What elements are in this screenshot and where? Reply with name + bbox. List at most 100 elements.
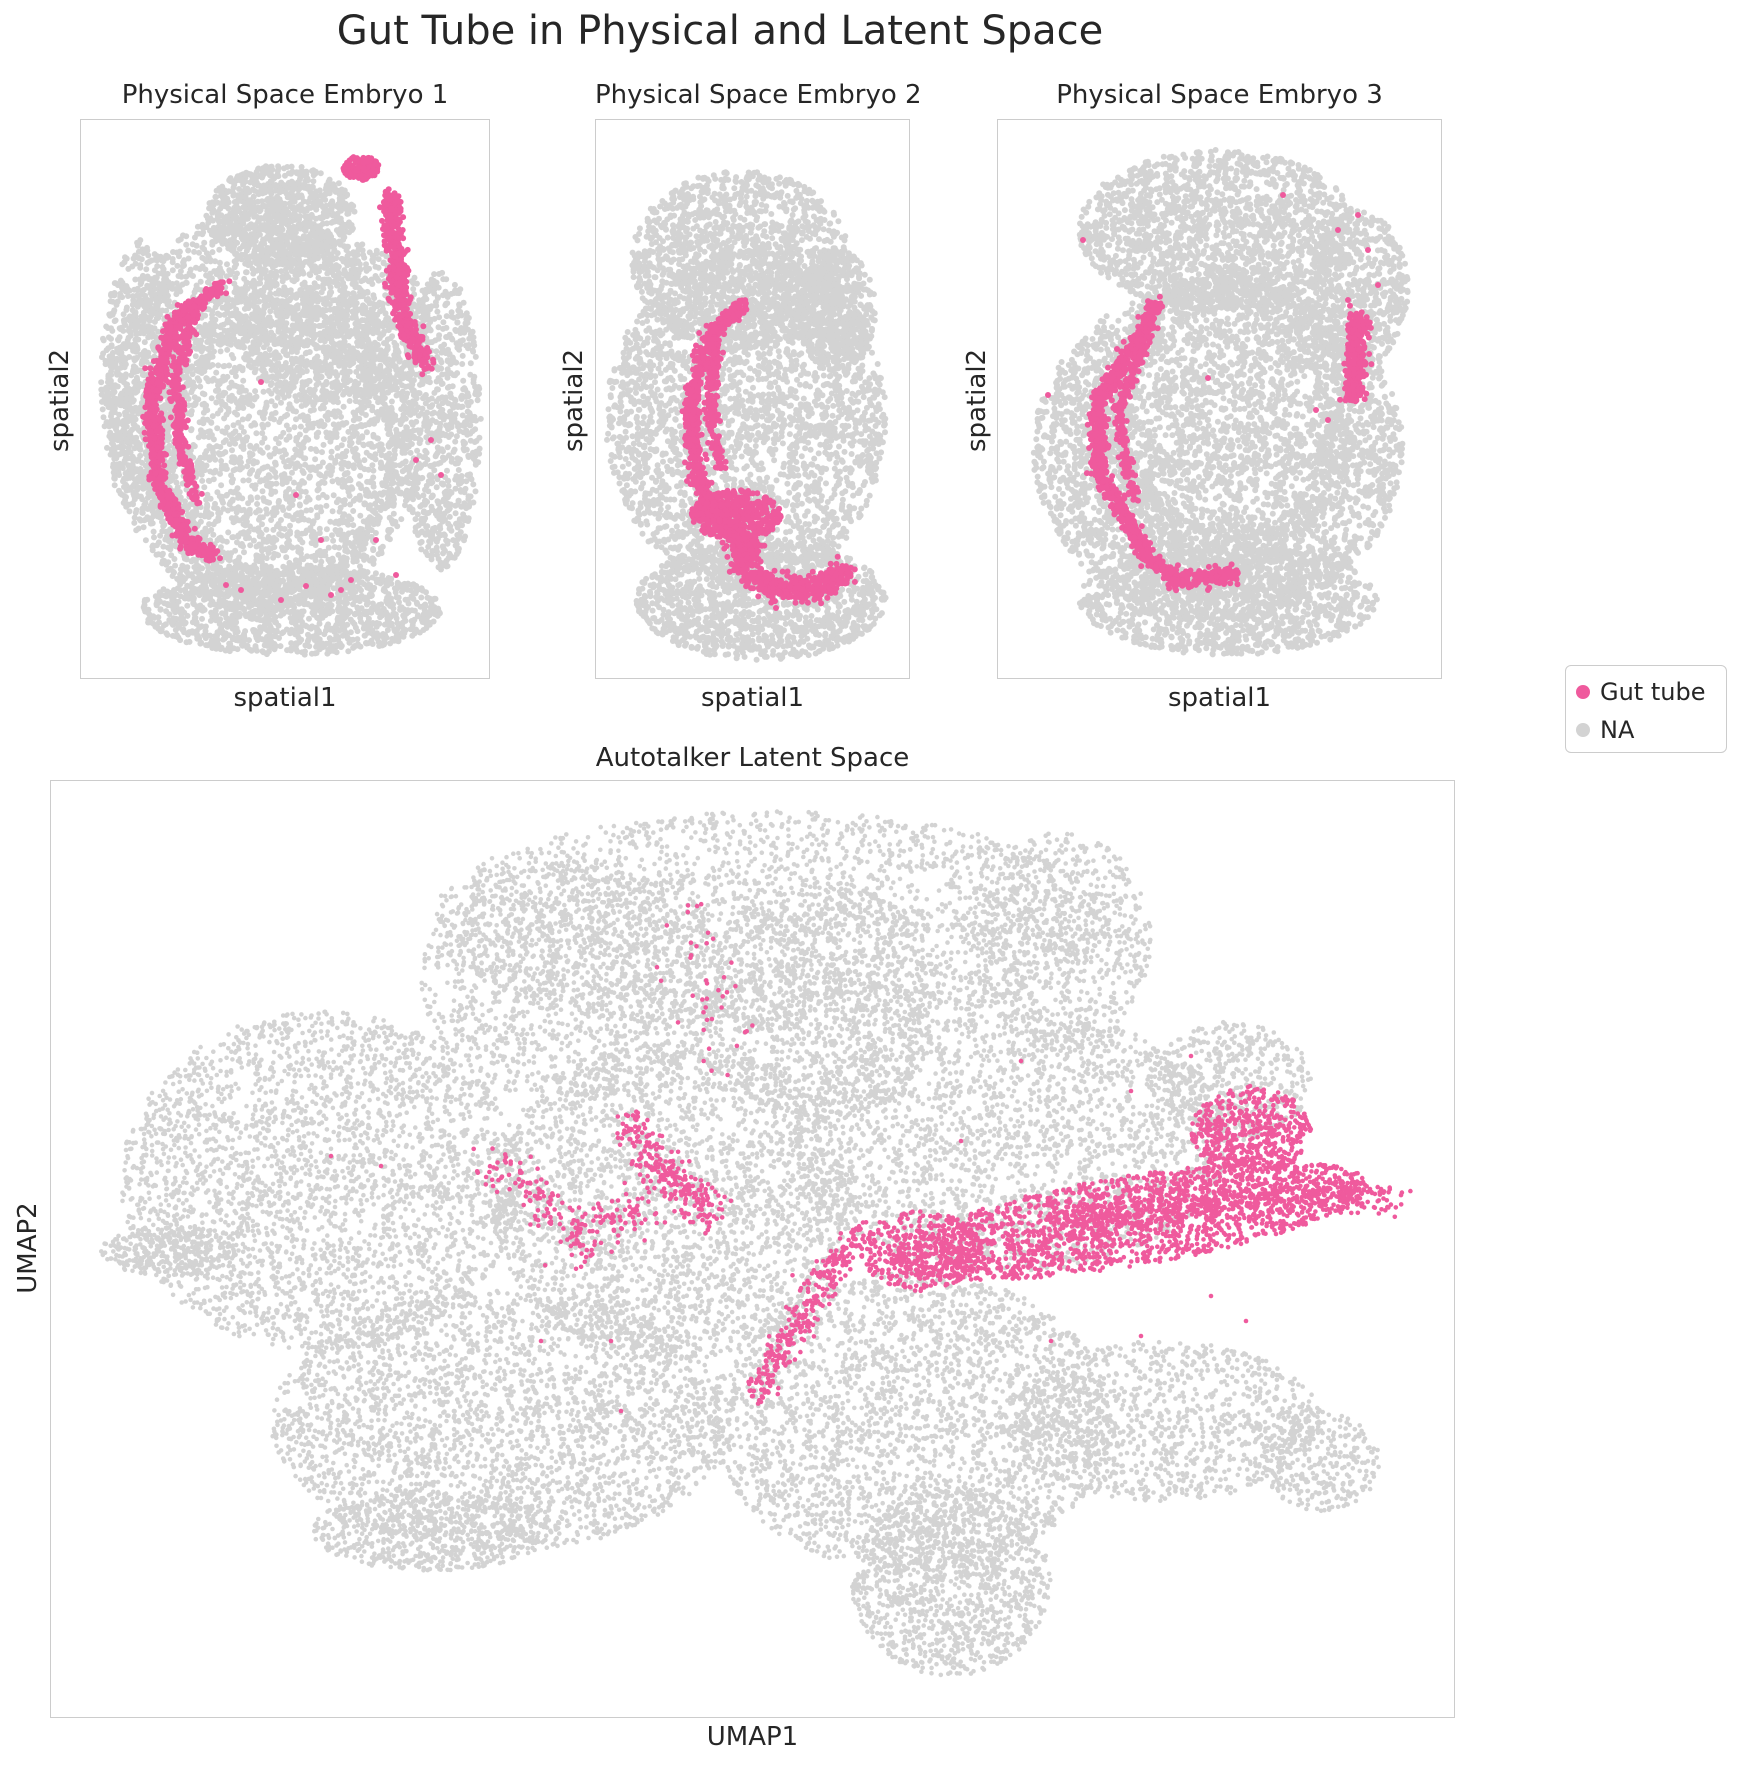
na-point (266, 452, 273, 459)
na-point (278, 532, 285, 539)
na-point (194, 223, 201, 230)
na-point (226, 384, 233, 391)
na-point (341, 234, 348, 241)
na-point (263, 555, 270, 562)
na-point (300, 470, 307, 476)
na-point (265, 245, 272, 252)
na-point (410, 286, 417, 292)
na-point (282, 492, 289, 498)
na-point (252, 388, 259, 395)
na-point (338, 413, 344, 420)
na-point (283, 422, 290, 429)
na-point (370, 483, 377, 490)
na-point (235, 419, 242, 426)
na-point (302, 251, 309, 258)
na-point (341, 243, 347, 250)
na-point (155, 539, 162, 546)
na-point (296, 169, 303, 176)
na-point (245, 351, 252, 358)
na-point (207, 258, 214, 265)
na-point (276, 497, 282, 504)
na-point (233, 227, 240, 234)
na-point (208, 231, 215, 238)
na-point (374, 435, 381, 442)
na-point (307, 204, 314, 211)
na-point (376, 443, 382, 450)
na-point (231, 395, 238, 402)
na-point (299, 369, 306, 376)
na-point (330, 181, 337, 188)
na-point (360, 442, 367, 449)
na-point (281, 447, 288, 454)
na-point (253, 557, 260, 564)
na-point (337, 353, 344, 359)
na-point (329, 508, 336, 515)
na-point (275, 327, 282, 334)
na-point (273, 435, 279, 442)
na-point (209, 209, 216, 216)
na-point (197, 512, 204, 519)
na-point (350, 417, 357, 424)
na-point (314, 353, 321, 360)
na-point (291, 424, 298, 431)
na-point (240, 439, 247, 446)
na-point (259, 449, 266, 456)
na-point (233, 509, 240, 516)
na-point (335, 180, 342, 187)
na-point (326, 238, 333, 245)
na-point (295, 485, 302, 492)
na-point (298, 331, 305, 338)
na-point (266, 499, 273, 506)
na-point (363, 261, 369, 268)
na-point (303, 362, 310, 369)
na-point (175, 273, 182, 279)
na-point (289, 502, 296, 508)
na-point (271, 174, 278, 181)
na-point (283, 381, 290, 388)
na-point (354, 456, 361, 463)
na-point (358, 409, 365, 416)
na-point (374, 275, 380, 282)
na-point (319, 232, 326, 239)
na-point (306, 424, 312, 431)
na-point (289, 355, 295, 362)
na-point (324, 434, 331, 441)
na-point (361, 500, 368, 507)
na-point (242, 194, 249, 201)
na-point (223, 538, 230, 545)
na-point (375, 264, 382, 271)
na-point (276, 203, 283, 210)
na-point (293, 416, 299, 423)
na-point (216, 259, 223, 266)
na-point (328, 454, 335, 461)
na-point (209, 249, 216, 256)
na-point (232, 382, 239, 389)
na-point (253, 181, 260, 188)
na-point (272, 461, 279, 468)
na-point (371, 416, 378, 423)
na-point (199, 254, 206, 261)
na-point (260, 388, 267, 395)
na-point (271, 251, 278, 258)
na-point (360, 289, 367, 296)
na-point (293, 397, 300, 404)
na-point (259, 488, 266, 495)
na-point (310, 518, 317, 525)
na-point (215, 394, 222, 400)
na-point (229, 447, 235, 454)
na-point (278, 517, 284, 523)
na-point (256, 208, 263, 215)
na-point (288, 163, 295, 170)
na-point (321, 474, 328, 480)
na-point (369, 403, 376, 410)
na-point (340, 403, 347, 410)
na-point (273, 361, 280, 368)
na-point (360, 251, 367, 258)
na-point (200, 409, 207, 416)
na-point (325, 544, 332, 551)
na-point (255, 246, 262, 253)
na-point (410, 280, 417, 287)
na-point (322, 361, 329, 367)
na-point (229, 369, 236, 376)
na-point (240, 377, 247, 384)
